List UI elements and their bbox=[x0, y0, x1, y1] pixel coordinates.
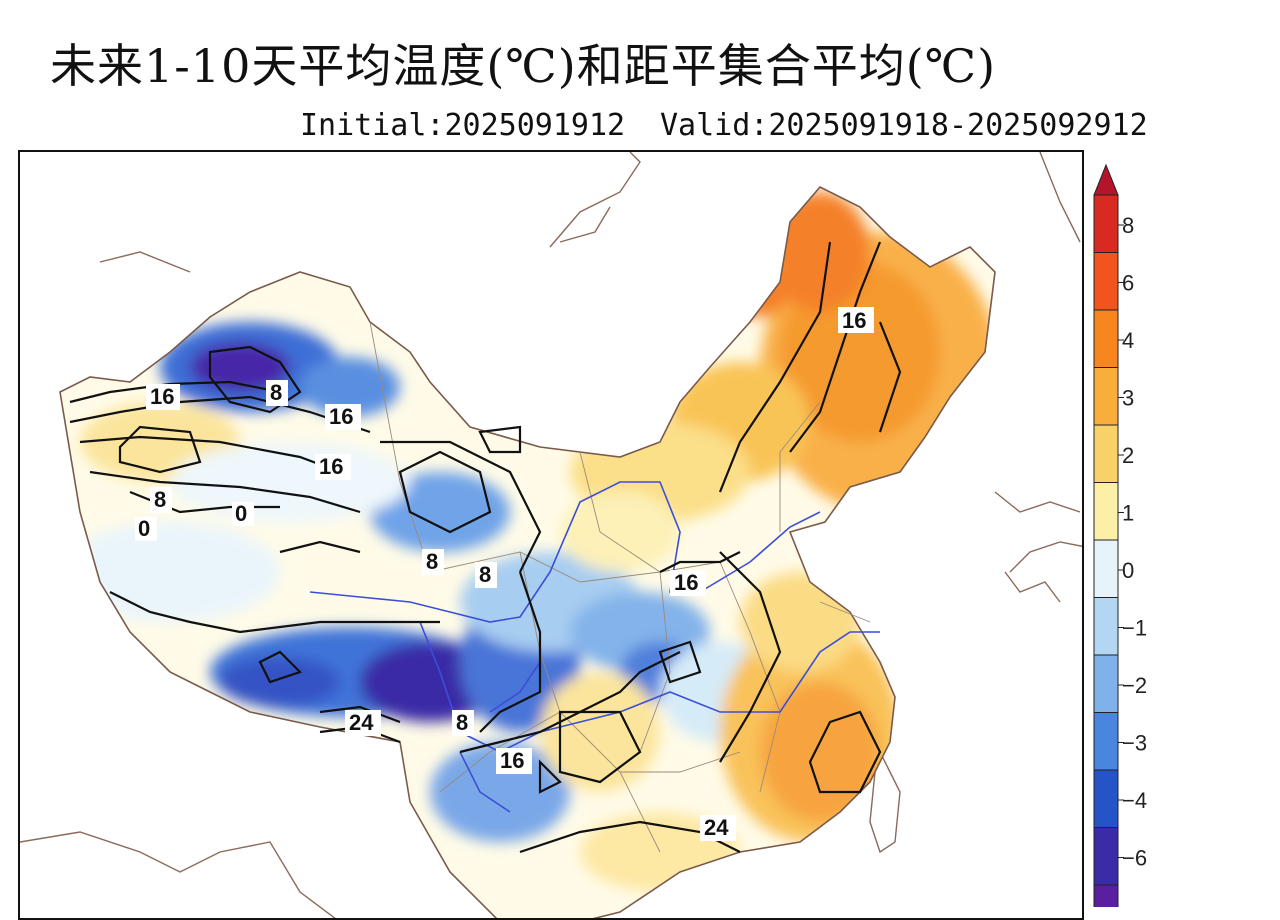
china-border bbox=[59, 186, 996, 918]
country-borders bbox=[20, 152, 1082, 918]
colorbar-swatch bbox=[1093, 827, 1119, 886]
contour-label-8-tibet: 8 bbox=[456, 710, 468, 735]
colorbar-arrow-top bbox=[1093, 163, 1119, 196]
colorbar-label: 2 bbox=[1122, 443, 1134, 468]
contour-label-0-west: 0 bbox=[138, 516, 150, 541]
temperature-anomaly-map: 16 16 8 16 16 8 0 0 8 8 16 8 16 bbox=[18, 150, 1084, 920]
colorbar-label: −4 bbox=[1122, 788, 1147, 813]
contour-label-8-xj: 8 bbox=[270, 380, 282, 405]
contour-label-8-xj-basin: 8 bbox=[154, 487, 166, 512]
contour-label-16-ne: 16 bbox=[842, 308, 866, 333]
colorbar-label: −3 bbox=[1122, 731, 1147, 756]
province-borders bbox=[369, 321, 871, 853]
contour-label-24-south: 24 bbox=[704, 815, 729, 840]
initial-time: Initial:2025091912 bbox=[300, 108, 626, 143]
colorbar-swatch bbox=[1093, 712, 1119, 771]
colorbar-swatch bbox=[1093, 597, 1119, 656]
colorbar-swatch bbox=[1093, 884, 1119, 907]
colorbar-label: 6 bbox=[1122, 271, 1134, 296]
colorbar-swatch bbox=[1093, 654, 1119, 713]
contour-label-24-tibet: 24 bbox=[349, 710, 374, 735]
colorbar-label: −8 bbox=[1122, 903, 1147, 907]
colorbar-label: −2 bbox=[1122, 673, 1147, 698]
contour-label-16-north: 16 bbox=[674, 570, 698, 595]
colorbar-label: 3 bbox=[1122, 386, 1134, 411]
contour-label-0-mid: 0 bbox=[235, 501, 247, 526]
contour-label-16-xj-mid: 16 bbox=[329, 404, 353, 429]
contour-label-8-gansu: 8 bbox=[479, 562, 491, 587]
map-title: 未来1-10天平均温度(℃)和距平集合平均(℃) bbox=[50, 39, 997, 93]
colorbar-label: 0 bbox=[1122, 558, 1134, 583]
colorbar-swatch bbox=[1093, 367, 1119, 426]
colorbar-legend: 8 6 4 3 2 1 0 −1 −2 −3 −4 −6 −8 bbox=[1090, 160, 1280, 907]
contour-label-16-sichuan: 16 bbox=[500, 748, 524, 773]
temperature-contours bbox=[69, 241, 902, 854]
colorbar-swatch bbox=[1093, 424, 1119, 483]
colorbar-swatch bbox=[1093, 309, 1119, 368]
contour-label-16-xj-south: 16 bbox=[319, 454, 343, 479]
colorbar-swatch bbox=[1093, 539, 1119, 598]
colorbar-label: 8 bbox=[1122, 213, 1134, 238]
colorbar-label: −1 bbox=[1122, 616, 1147, 641]
colorbar-swatch bbox=[1093, 194, 1119, 253]
map-canvas: 16 16 8 16 16 8 0 0 8 8 16 8 16 bbox=[20, 152, 1082, 918]
contour-labels: 16 16 8 16 16 8 0 0 8 8 16 8 16 bbox=[135, 307, 874, 841]
colorbar-label: 1 bbox=[1122, 501, 1134, 526]
colorbar-swatch bbox=[1093, 252, 1119, 311]
colorbar-label: −6 bbox=[1122, 846, 1147, 871]
colorbar-swatch bbox=[1093, 482, 1119, 541]
colorbar-label: 4 bbox=[1122, 328, 1134, 353]
valid-period: Valid:2025091918-2025092912 bbox=[660, 108, 1148, 143]
contour-label-8-qinghai: 8 bbox=[426, 549, 438, 574]
colorbar-swatch bbox=[1093, 769, 1119, 828]
contour-label-16-xj-west: 16 bbox=[150, 384, 174, 409]
colorbar-svg: 8 6 4 3 2 1 0 −1 −2 −3 −4 −6 −8 bbox=[1093, 163, 1147, 907]
